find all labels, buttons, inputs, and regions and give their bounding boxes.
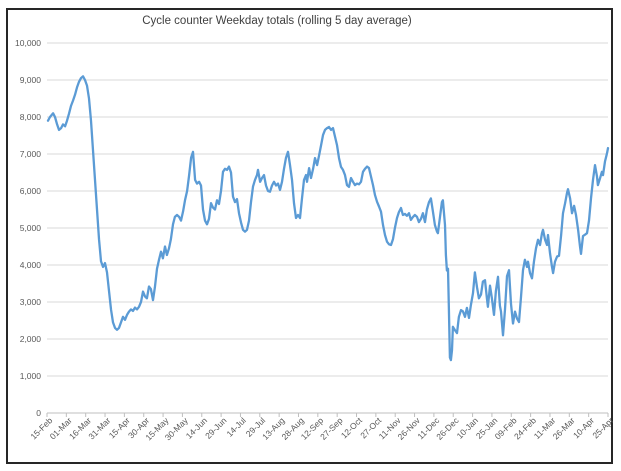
y-tick-label: 7,000 bbox=[20, 149, 42, 159]
y-tick-label: 6,000 bbox=[20, 186, 42, 196]
chart-border bbox=[6, 8, 613, 464]
data-series bbox=[46, 75, 610, 362]
x-tick-label: 31-Mar bbox=[86, 415, 112, 441]
x-tick-label: 26-Mar bbox=[551, 415, 577, 441]
x-axis-labels: 15-Feb01-Mar16-Mar31-Mar15-Apr30-Apr15-M… bbox=[28, 415, 615, 443]
y-tick-label: 1,000 bbox=[20, 371, 42, 381]
y-tick-label: 5,000 bbox=[20, 223, 42, 233]
y-tick-label: 4,000 bbox=[20, 260, 42, 270]
y-tick-label: 8,000 bbox=[20, 112, 42, 122]
y-tick-label: 3,000 bbox=[20, 297, 42, 307]
data-series-line bbox=[46, 75, 610, 362]
chart-title: Cycle counter Weekday totals (rolling 5 … bbox=[142, 15, 412, 27]
x-tick-label: 27-Sep bbox=[318, 415, 345, 442]
x-tick-label: 29-Jun bbox=[203, 415, 229, 441]
x-tick-label: 26-Dec bbox=[434, 415, 461, 442]
y-axis-labels: 0 1,000 2,000 3,000 4,000 5,000 6,000 7,000 8,00… bbox=[15, 38, 41, 418]
x-tick-label: 14-Jul bbox=[224, 415, 248, 439]
y-tick-label: 0 bbox=[36, 408, 41, 418]
y-tick-label: 9,000 bbox=[20, 75, 42, 85]
y-tick-label: 2,000 bbox=[20, 334, 42, 344]
gridlines bbox=[47, 42, 608, 377]
x-axis bbox=[46, 412, 609, 417]
y-tick-label: 10,000 bbox=[15, 38, 41, 48]
